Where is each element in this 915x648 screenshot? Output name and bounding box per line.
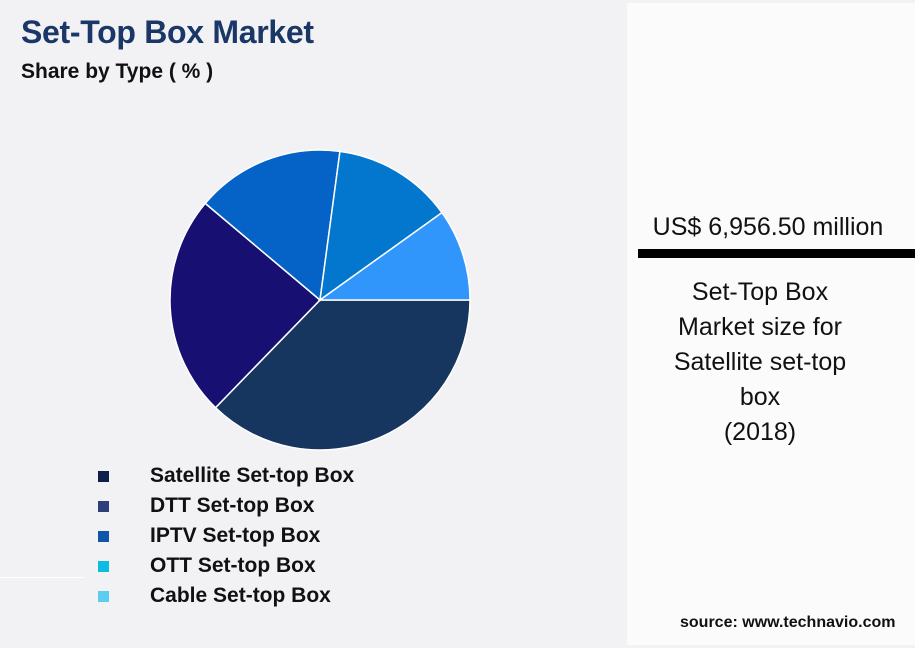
market-size-value: US$ 6,956.50 million <box>652 213 884 241</box>
pie-chart <box>169 149 471 451</box>
pie-slices <box>169 149 471 451</box>
legend-label: OTT Set-top Box <box>150 554 316 577</box>
divider-line <box>0 577 84 578</box>
legend-swatch <box>98 530 109 542</box>
legend-item-satellite: Satellite Set-top Box <box>98 461 354 491</box>
pie-slice-cable-set-top-box <box>317 211 471 301</box>
legend-label: IPTV Set-top Box <box>150 524 321 547</box>
legend-swatch <box>98 560 109 572</box>
legend-label: Cable Set-top Box <box>150 584 331 607</box>
info-panel <box>627 3 915 645</box>
chart-title: Set-Top Box Market <box>21 14 314 50</box>
pie-slice-iptv-set-top-box <box>204 149 341 302</box>
legend-item-cable: Cable Set-top Box <box>98 581 354 611</box>
legend-item-iptv: IPTV Set-top Box <box>98 521 354 551</box>
legend-swatch <box>98 470 109 482</box>
market-size-description: Set-Top Box Market size for Satellite se… <box>673 278 847 446</box>
chart-subtitle: Share by Type ( % ) <box>21 60 214 83</box>
legend-label: DTT Set-top Box <box>150 494 315 517</box>
legend-label: Satellite Set-top Box <box>150 464 355 487</box>
pie-slice-dtt-set-top-box <box>169 202 322 409</box>
legend-item-ott: OTT Set-top Box <box>98 551 354 581</box>
legend-swatch <box>98 500 109 512</box>
pie-slice-satellite-set-top-box <box>214 299 471 451</box>
legend: Satellite Set-top Box DTT Set-top Box IP… <box>98 461 354 611</box>
value-underline-bar <box>638 249 915 258</box>
legend-swatch <box>98 590 109 602</box>
pie-slice-ott-set-top-box <box>319 150 444 302</box>
source-credit: source: www.technavio.com <box>680 614 896 631</box>
legend-item-dtt: DTT Set-top Box <box>98 491 354 521</box>
